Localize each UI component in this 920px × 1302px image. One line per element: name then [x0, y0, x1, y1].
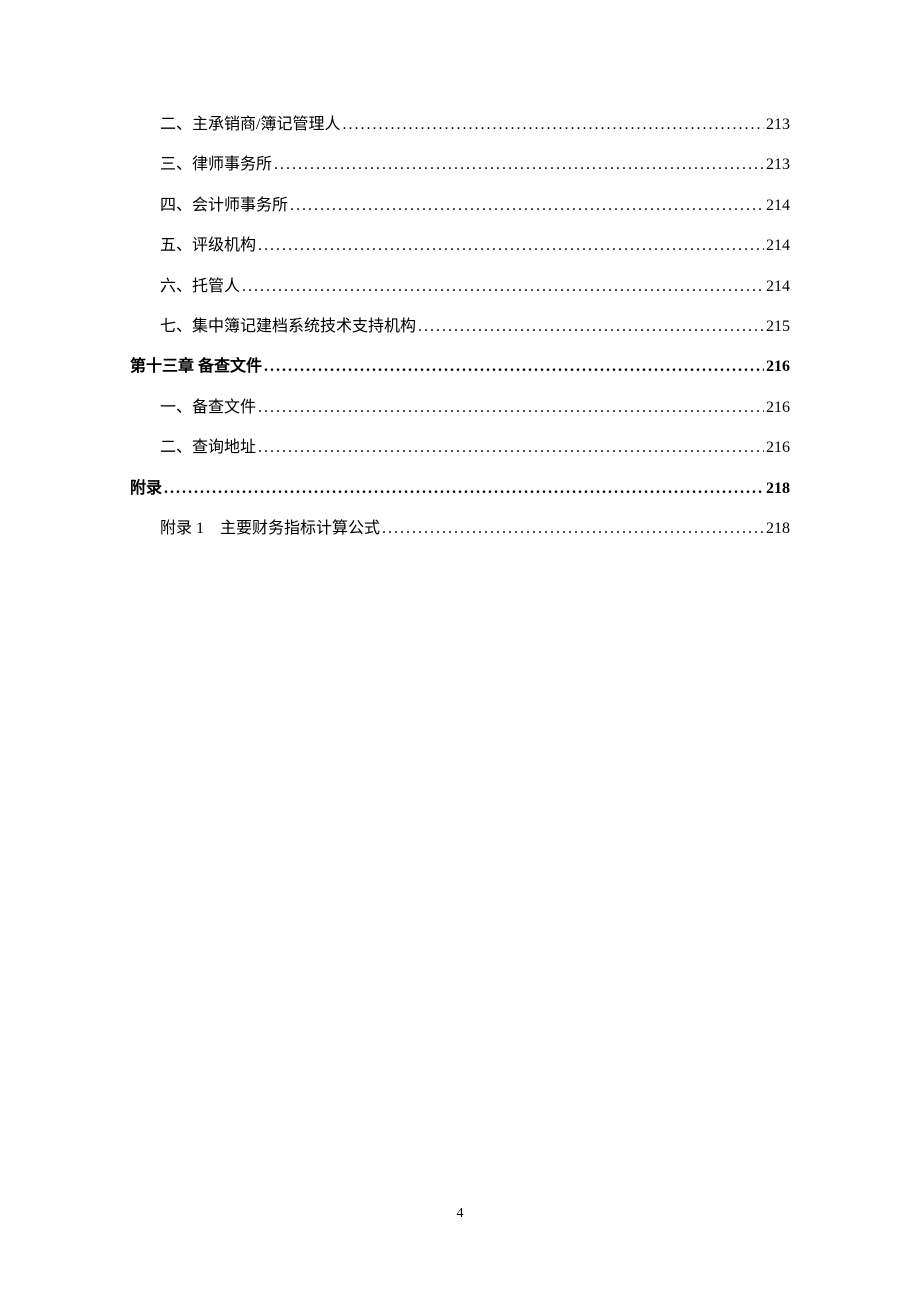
- toc-leader-dots: [290, 191, 764, 221]
- toc-entry: 一、备查文件 216: [160, 393, 790, 423]
- toc-entry-title: 三、律师事务所: [160, 150, 272, 180]
- page-number: 4: [0, 1206, 920, 1222]
- toc-entry-title: 第十三章 备查文件: [130, 352, 262, 382]
- toc-entry-title: 一、备查文件: [160, 393, 256, 423]
- toc-entry-title: 六、托管人: [160, 272, 240, 302]
- toc-leader-dots: [418, 312, 764, 342]
- toc-entry-title: 附录: [130, 474, 162, 504]
- toc-entry: 二、主承销商/簿记管理人 213: [160, 110, 790, 140]
- toc-entry-title: 二、主承销商/簿记管理人: [160, 110, 340, 140]
- toc-entry-page: 214: [766, 272, 790, 302]
- toc-entry: 二、查询地址 216: [160, 433, 790, 463]
- toc-entry: 五、评级机构 214: [160, 231, 790, 261]
- toc-entry-page: 214: [766, 231, 790, 261]
- toc-leader-dots: [382, 514, 764, 544]
- toc-entry-page: 216: [766, 433, 790, 463]
- toc-entry-title: 四、会计师事务所: [160, 191, 288, 221]
- document-page: 二、主承销商/簿记管理人213三、律师事务所213四、会计师事务所214五、评级…: [0, 0, 920, 544]
- toc-entry-title: 五、评级机构: [160, 231, 256, 261]
- toc-entry-page: 216: [766, 393, 790, 423]
- table-of-contents: 二、主承销商/簿记管理人213三、律师事务所213四、会计师事务所214五、评级…: [130, 110, 790, 544]
- toc-leader-dots: [264, 352, 764, 382]
- toc-entry: 四、会计师事务所 214: [160, 191, 790, 221]
- toc-leader-dots: [164, 474, 764, 504]
- toc-entry-page: 218: [766, 474, 790, 504]
- toc-entry-title: 二、查询地址: [160, 433, 256, 463]
- toc-entry-page: 214: [766, 191, 790, 221]
- toc-leader-dots: [242, 272, 764, 302]
- toc-leader-dots: [258, 231, 764, 261]
- toc-entry-page: 218: [766, 514, 790, 544]
- toc-entry: 附录 218: [130, 474, 790, 504]
- toc-leader-dots: [258, 393, 764, 423]
- toc-entry-page: 215: [766, 312, 790, 342]
- toc-entry-title: 七、集中簿记建档系统技术支持机构: [160, 312, 416, 342]
- toc-leader-dots: [274, 150, 764, 180]
- toc-entry: 附录 1 主要财务指标计算公式 218: [160, 514, 790, 544]
- toc-entry: 六、托管人 214: [160, 272, 790, 302]
- toc-leader-dots: [258, 433, 764, 463]
- toc-entry: 三、律师事务所 213: [160, 150, 790, 180]
- toc-entry: 七、集中簿记建档系统技术支持机构 215: [160, 312, 790, 342]
- toc-leader-dots: [342, 110, 764, 140]
- toc-entry: 第十三章 备查文件 216: [130, 352, 790, 382]
- toc-entry-page: 213: [766, 110, 790, 140]
- toc-entry-page: 213: [766, 150, 790, 180]
- toc-entry-title: 附录 1 主要财务指标计算公式: [160, 514, 380, 544]
- toc-entry-page: 216: [766, 352, 790, 382]
